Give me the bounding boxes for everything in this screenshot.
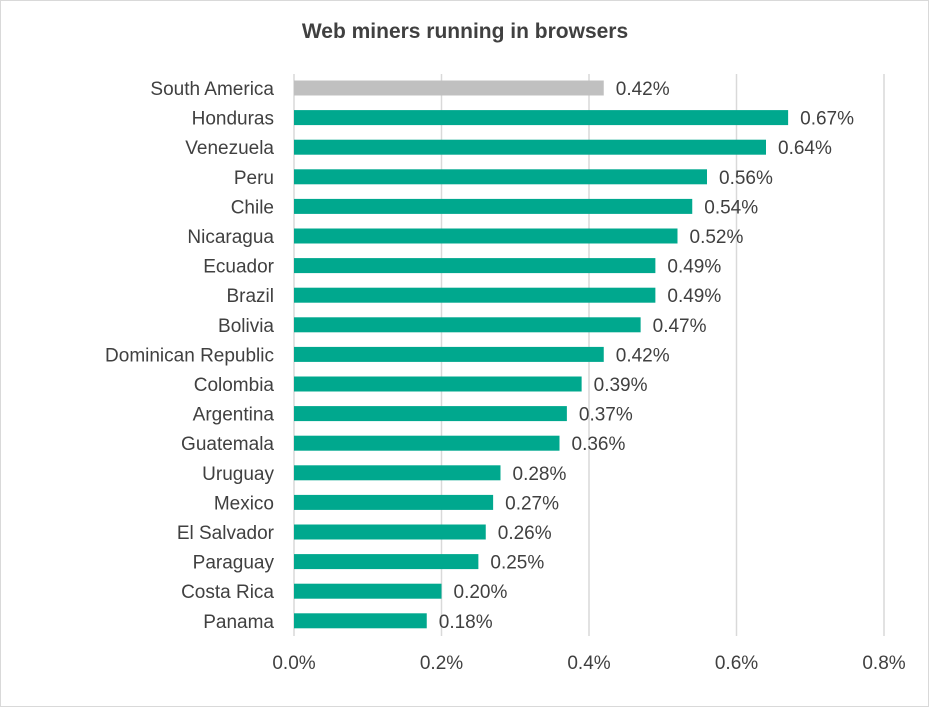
bar: [294, 613, 427, 629]
bars: [294, 80, 789, 629]
bar-highlight: [294, 80, 604, 96]
category-label: Colombia: [194, 375, 275, 396]
bar: [294, 465, 501, 481]
data-label: 0.39%: [594, 375, 648, 396]
category-label: Chile: [231, 197, 274, 218]
data-label: 0.52%: [690, 227, 744, 248]
data-label: 0.54%: [704, 197, 758, 218]
bar: [294, 110, 789, 126]
bar: [294, 494, 494, 510]
data-label: 0.42%: [616, 79, 670, 100]
data-label: 0.18%: [439, 612, 493, 633]
data-label: 0.56%: [719, 168, 773, 189]
value-labels: 0.42% 0.67% 0.64%0.56% 0.54% 0.52% 0.49% 0.49%…: [439, 79, 854, 633]
x-tick-label: 0.4%: [567, 653, 610, 674]
bar: [294, 583, 442, 599]
category-labels: South America Honduras Venezuela Peru Chile N…: [105, 79, 275, 633]
category-label: Ecuador: [203, 257, 274, 278]
bar: [294, 406, 567, 422]
category-label: Peru: [234, 168, 274, 189]
category-label: Venezuela: [185, 138, 274, 159]
category-label: Dominican Republic: [105, 345, 274, 366]
category-label: Guatemala: [181, 434, 274, 455]
x-tick-label: 0.2%: [420, 653, 463, 674]
chart-title: Web miners running in browsers: [302, 20, 628, 43]
category-label: Mexico: [214, 493, 274, 514]
category-label: South America: [150, 79, 274, 100]
data-label: 0.25%: [490, 553, 544, 574]
bar: [294, 524, 486, 540]
bar: [294, 287, 656, 303]
bar: [294, 317, 641, 333]
bar: [294, 554, 479, 570]
bar: [294, 198, 693, 214]
data-label: 0.64%: [778, 138, 832, 159]
category-label: Paraguay: [193, 553, 275, 574]
category-label: El Salvador: [177, 523, 275, 544]
data-label: 0.49%: [667, 257, 721, 278]
data-label: 0.36%: [572, 434, 626, 455]
bar: [294, 258, 656, 274]
bar: [294, 376, 582, 392]
data-label: 0.27%: [505, 493, 559, 514]
data-label: 0.42%: [616, 345, 670, 366]
category-label: Costa Rica: [181, 582, 274, 603]
category-label: Argentina: [193, 405, 275, 426]
category-label: Uruguay: [202, 464, 274, 485]
data-label: 0.47%: [653, 316, 707, 337]
x-tick-label: 0.8%: [862, 653, 905, 674]
data-label: 0.26%: [498, 523, 552, 544]
data-label: 0.49%: [667, 286, 721, 307]
category-label: Honduras: [192, 109, 274, 130]
category-label: Bolivia: [218, 316, 274, 337]
x-axis-tick-labels: 0.0% 0.2% 0.4% 0.6% 0.8%: [272, 653, 905, 674]
data-label: 0.37%: [579, 405, 633, 426]
bar: [294, 435, 560, 451]
data-label: 0.67%: [800, 109, 854, 130]
category-label: Panama: [203, 612, 274, 633]
bar: [294, 346, 604, 362]
bar: [294, 169, 707, 185]
x-tick-label: 0.6%: [715, 653, 758, 674]
bar: [294, 139, 766, 155]
data-label: 0.20%: [454, 582, 508, 603]
category-label: Nicaragua: [187, 227, 274, 248]
category-label: Brazil: [226, 286, 274, 307]
x-tick-label: 0.0%: [272, 653, 315, 674]
bar: [294, 228, 678, 244]
data-label: 0.28%: [513, 464, 567, 485]
